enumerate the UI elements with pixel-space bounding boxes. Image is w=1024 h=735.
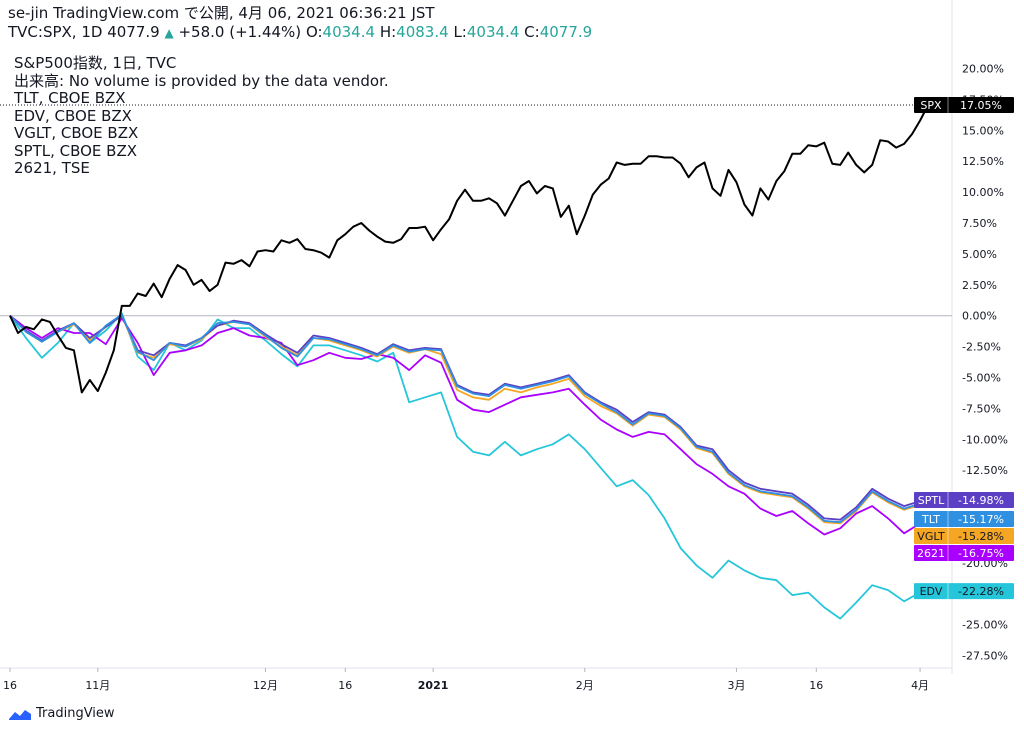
- legend-item[interactable]: S&P500指数, 1日, TVC: [14, 54, 177, 72]
- legend-item[interactable]: EDV, CBOE BZX: [14, 106, 132, 125]
- tag-last-value: 17.05%: [960, 99, 1002, 112]
- series-line-tlt: [9, 313, 929, 524]
- close-label: C:: [524, 23, 540, 41]
- x-tick-label: 2021: [418, 679, 449, 692]
- tag-last-value: -14.98%: [958, 494, 1004, 507]
- tag-background: [914, 528, 1014, 544]
- tradingview-logo-icon: [9, 709, 31, 720]
- low-value: 4034.4: [466, 23, 520, 41]
- tag-series-name: SPX: [920, 99, 942, 112]
- legend-item[interactable]: VGLT, CBOE BZX: [14, 124, 139, 142]
- x-tick-label: 16: [809, 679, 823, 692]
- open-label: O:: [305, 23, 323, 41]
- legend-item[interactable]: 出来高: No volume is provided by the data v…: [14, 71, 389, 90]
- x-tick-label: 3月: [727, 679, 745, 692]
- open-value: 4034.4: [322, 23, 376, 41]
- y-tick-label: -27.50%: [962, 650, 1008, 663]
- high-label: H:: [379, 23, 397, 41]
- last-value-tag-2621: 2621 -16.75%: [914, 545, 1014, 561]
- x-tick-label: 4月: [911, 679, 929, 692]
- tag-series-name: SPTL: [918, 494, 945, 507]
- y-tick-label: 2.50%: [962, 279, 997, 292]
- series-legend: S&P500指数, 1日, TVC 出来高: No volume is prov…: [14, 54, 389, 178]
- close-value: 4077.9: [539, 23, 593, 41]
- tag-series-name: TLT: [921, 513, 940, 526]
- tag-series-name: VGLT: [917, 530, 945, 543]
- y-tick-label: -12.50%: [962, 464, 1008, 477]
- chart-svg[interactable]: 20.00%17.50%15.00%12.50%10.00%7.50%5.00%…: [0, 0, 1024, 700]
- x-tick-label: 16: [3, 679, 17, 692]
- publish-info: se-jin TradingView.com で公開, 4月 06, 2021 …: [8, 4, 435, 22]
- series-line-spx: [9, 104, 929, 394]
- y-tick-label: 12.50%: [962, 155, 1004, 168]
- legend-item[interactable]: SPTL, CBOE BZX: [14, 141, 138, 160]
- y-tick-label: 15.00%: [962, 124, 1004, 137]
- series-line-vglt: [9, 314, 929, 525]
- y-tick-label: 7.50%: [962, 217, 997, 230]
- symbol-info: TVC:SPX, 1D 4077.9: [8, 23, 160, 41]
- brand-name: TradingView: [36, 706, 115, 721]
- last-value-tag-edv: EDV -22.28%: [914, 583, 1014, 600]
- tag-series-name: EDV: [920, 585, 943, 598]
- y-tick-label: -25.00%: [962, 619, 1008, 632]
- series-line-sptl: [9, 314, 929, 521]
- tag-last-value: -22.28%: [958, 585, 1004, 598]
- y-tick-label: -7.50%: [962, 402, 1001, 415]
- x-tick-label: 2月: [576, 679, 594, 692]
- last-value-tag-tlt: TLT -15.17%: [914, 511, 1014, 527]
- series-line-edv: [9, 312, 929, 620]
- y-tick-label: 20.00%: [962, 63, 1004, 76]
- y-tick-label: 0.00%: [962, 310, 997, 323]
- footer-brand[interactable]: TradingView: [8, 706, 115, 721]
- tag-background: [914, 545, 1014, 561]
- y-tick-label: -2.50%: [962, 341, 1001, 354]
- tag-last-value: -16.75%: [958, 547, 1004, 560]
- tag-last-value: -15.28%: [958, 530, 1004, 543]
- tag-last-value: -15.17%: [958, 513, 1004, 526]
- tag-background: [914, 511, 1014, 527]
- up-arrow-icon: ▲: [164, 26, 174, 40]
- high-value: 4083.4: [396, 23, 449, 41]
- x-tick-label: 11月: [85, 679, 110, 692]
- last-value-tag-spx: SPX 17.05%: [914, 97, 1014, 114]
- price-change: +58.0 (+1.44%): [178, 23, 302, 41]
- symbol-ohlc-row: TVC:SPX, 1D 4077.9 ▲ +58.0 (+1.44%) O:40…: [8, 23, 592, 42]
- last-value-tag-vglt: VGLT -15.28%: [914, 528, 1014, 544]
- y-tick-label: -10.00%: [962, 433, 1008, 446]
- tag-series-name: 2621: [917, 547, 945, 560]
- y-tick-label: 10.00%: [962, 186, 1004, 199]
- y-tick-label: -5.00%: [962, 372, 1001, 385]
- tag-background: [914, 97, 1014, 114]
- low-label: L:: [453, 23, 467, 41]
- series-line-2621: [9, 314, 929, 536]
- tag-background: [914, 492, 1014, 508]
- legend-item[interactable]: TLT, CBOE BZX: [14, 89, 126, 107]
- tag-background: [914, 583, 1014, 600]
- chart-header: se-jin TradingView.com で公開, 4月 06, 2021 …: [8, 4, 592, 42]
- legend-item[interactable]: 2621, TSE: [14, 159, 90, 177]
- last-value-tag-sptl: SPTL -14.98%: [914, 492, 1014, 508]
- x-tick-label: 12月: [253, 679, 278, 692]
- y-tick-label: 5.00%: [962, 248, 997, 261]
- x-tick-label: 16: [338, 679, 352, 692]
